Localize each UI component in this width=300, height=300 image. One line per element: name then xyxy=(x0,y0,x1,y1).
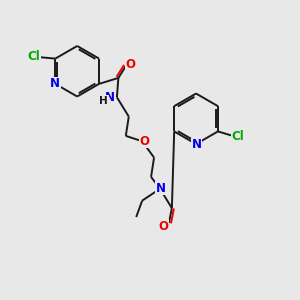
Text: N: N xyxy=(192,138,202,151)
Text: N: N xyxy=(104,91,115,104)
Text: N: N xyxy=(156,182,166,195)
Text: O: O xyxy=(158,220,168,233)
Text: Cl: Cl xyxy=(232,130,244,143)
Text: O: O xyxy=(140,135,149,148)
Text: N: N xyxy=(50,77,60,90)
Text: H: H xyxy=(99,96,108,106)
Text: O: O xyxy=(126,58,136,71)
Text: Cl: Cl xyxy=(27,50,40,63)
